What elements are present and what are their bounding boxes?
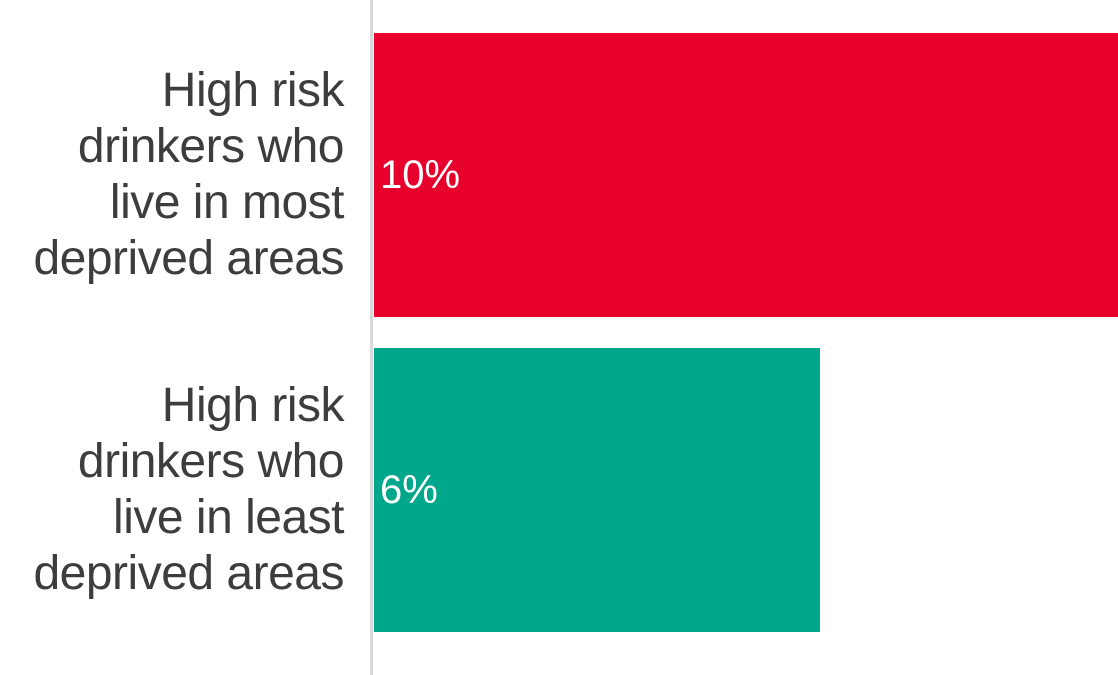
bar-value-label-2: 6%	[380, 468, 438, 512]
category-label-1: High risk drinkers who live in most depr…	[33, 64, 344, 285]
y-axis-line	[370, 0, 373, 675]
bar-value-label-1: 10%	[380, 153, 461, 197]
category-label-2: High risk drinkers who live in least dep…	[33, 379, 344, 600]
bar-1	[374, 33, 1118, 317]
bar-2	[374, 348, 820, 632]
